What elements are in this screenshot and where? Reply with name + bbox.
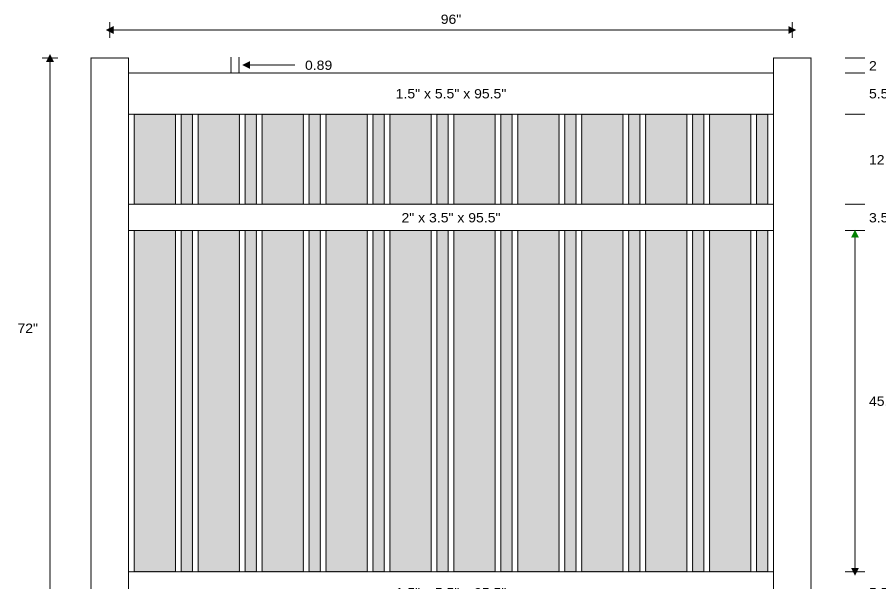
picket-narrow xyxy=(565,231,576,572)
width-dim-text: 96" xyxy=(441,11,462,27)
bottom-rail-label: 1.5" x 5.5" x 95.5" xyxy=(396,584,507,589)
picket-narrow xyxy=(181,114,192,204)
picket-wide xyxy=(390,114,431,204)
right-post xyxy=(774,58,812,589)
side-dim-text: 2 xyxy=(869,58,877,74)
picket-wide xyxy=(262,114,303,204)
picket-wide xyxy=(582,114,623,204)
picket-wide xyxy=(710,114,751,204)
picket-narrow xyxy=(693,114,704,204)
picket-narrow xyxy=(373,114,384,204)
picket-wide xyxy=(262,231,303,572)
height-dim-text: 72" xyxy=(17,320,38,336)
picket-wide xyxy=(454,231,495,572)
picket-narrow xyxy=(501,114,512,204)
picket-narrow xyxy=(245,114,256,204)
side-dim-text: 5.5 xyxy=(869,584,886,589)
side-dim-text: 12 xyxy=(869,151,885,167)
picket-narrow xyxy=(693,231,704,572)
picket-narrow xyxy=(309,231,320,572)
picket-narrow xyxy=(181,231,192,572)
side-dim-text: 5.5 xyxy=(869,86,886,102)
gap-dim-text: 0.89 xyxy=(305,57,332,73)
side-dim-text: 3.5 xyxy=(869,209,886,225)
side-dim-text: 45.5 xyxy=(869,393,886,409)
picket-narrow xyxy=(245,231,256,572)
picket-wide xyxy=(198,231,239,572)
picket-narrow xyxy=(501,231,512,572)
picket-narrow xyxy=(565,114,576,204)
picket-narrow xyxy=(437,114,448,204)
left-post xyxy=(91,58,129,589)
picket-wide xyxy=(518,114,559,204)
picket-narrow xyxy=(757,114,768,204)
picket-narrow xyxy=(373,231,384,572)
mid-rail-label: 2" x 3.5" x 95.5" xyxy=(402,209,501,225)
picket-narrow xyxy=(629,231,640,572)
picket-wide xyxy=(326,114,367,204)
picket-wide xyxy=(646,114,687,204)
picket-narrow xyxy=(629,114,640,204)
picket-wide xyxy=(134,114,175,204)
picket-narrow xyxy=(757,231,768,572)
picket-wide xyxy=(646,231,687,572)
picket-wide xyxy=(326,231,367,572)
picket-wide xyxy=(710,231,751,572)
top-rail-label: 1.5" x 5.5" x 95.5" xyxy=(396,86,507,102)
picket-wide xyxy=(198,114,239,204)
picket-wide xyxy=(390,231,431,572)
picket-wide xyxy=(454,114,495,204)
picket-wide xyxy=(582,231,623,572)
picket-wide xyxy=(518,231,559,572)
picket-narrow xyxy=(309,114,320,204)
picket-wide xyxy=(134,231,175,572)
picket-narrow xyxy=(437,231,448,572)
